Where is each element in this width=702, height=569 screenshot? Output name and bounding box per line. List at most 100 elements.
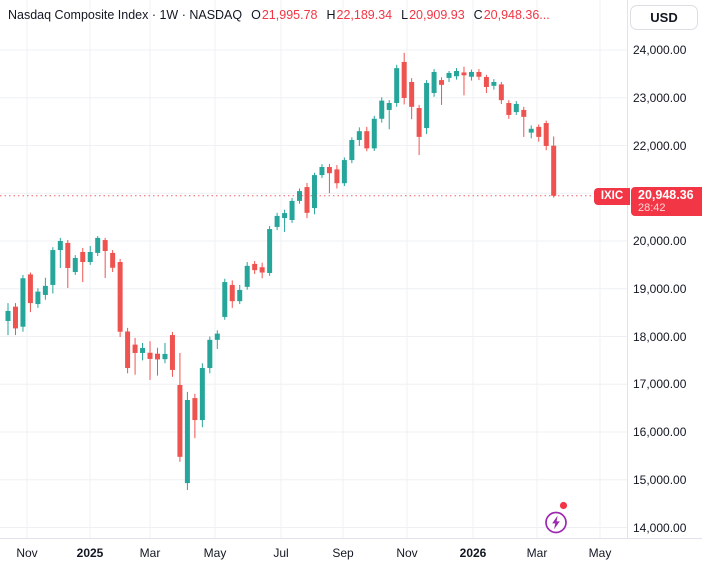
candle-body (80, 251, 86, 263)
candle-body (222, 282, 228, 317)
candles-layer (5, 52, 557, 491)
symbol-info-bar[interactable]: Nasdaq Composite Index · 1W · NASDAQ O21,… (8, 7, 550, 24)
candle-body (125, 331, 131, 369)
candle-body (229, 284, 235, 302)
last-price-value: 20,948.36 (638, 187, 694, 202)
candle-body (72, 257, 78, 273)
candle-body (140, 347, 146, 353)
candle-body (5, 310, 11, 321)
candle-body (207, 339, 213, 369)
candle-body (132, 344, 138, 353)
bar-countdown: 28:42 (638, 201, 666, 214)
price-scale-axis[interactable]: 24,000.00 23,000.00 22,000.00 20,000.00 19,0… (628, 0, 702, 538)
candle-body (20, 278, 26, 327)
candle-body (401, 61, 407, 98)
candle-body (12, 306, 18, 329)
lightning-bolt-icon (545, 501, 568, 534)
candle-body (177, 384, 183, 457)
candle-body (304, 187, 310, 213)
ohlc-item-c: C20,948.36... (474, 8, 550, 22)
candle-body (57, 241, 63, 251)
candle-body (252, 263, 258, 271)
candle-body (274, 215, 280, 227)
candle-body (349, 140, 355, 161)
candle-body (147, 352, 153, 359)
candle-body (50, 250, 56, 285)
candle-body (498, 84, 504, 101)
candlestick-chart (0, 0, 627, 538)
candle-body (192, 398, 198, 421)
quick-actions-button[interactable] (542, 500, 572, 536)
candle-body (386, 103, 392, 110)
candle-body (431, 71, 437, 93)
candle-body (334, 169, 340, 184)
candle-body (319, 166, 325, 176)
candle-body (289, 200, 295, 220)
time-axis-month-label: Mar (139, 546, 161, 560)
price-scale-separator (627, 0, 628, 569)
price-line-symbol-badge: IXIC (594, 187, 630, 205)
ohlc-letter: L (401, 8, 409, 22)
price-axis-label: 23,000.00 (633, 90, 687, 105)
price-axis-label: 15,000.00 (633, 472, 687, 487)
candle-body (259, 267, 265, 273)
candle-body (341, 160, 347, 184)
price-axis-label: 24,000.00 (633, 43, 687, 57)
price-axis-label: 16,000.00 (633, 425, 687, 439)
time-scale-axis[interactable]: Nov 2025 Mar May Jul Sep Nov 2026 Mar May (0, 539, 702, 569)
candle-body (311, 175, 317, 209)
candle-body (102, 240, 108, 252)
candle-body (95, 237, 101, 253)
price-axis-label: 17,000.00 (633, 377, 687, 392)
ohlc-value: 21,995.78 (261, 8, 318, 22)
candle-body (237, 289, 243, 302)
ohlc-letter: H (326, 8, 336, 22)
ohlc-item-h: H22,189.34 (326, 8, 392, 22)
candle-body (491, 81, 497, 86)
time-scale-separator (0, 538, 702, 539)
ohlc-item-l: L20,909.93 (401, 8, 465, 22)
candle-body (65, 242, 71, 268)
candle-body (162, 353, 168, 360)
candle-body (27, 274, 33, 304)
chart-pane[interactable]: Nasdaq Composite Index · 1W · NASDAQ O21,… (0, 0, 630, 538)
candle-body (409, 81, 415, 107)
candle-body (468, 71, 474, 77)
price-axis-label: 19,000.00 (633, 281, 687, 296)
candle-body (326, 166, 332, 174)
candle-body (199, 368, 205, 421)
candle-body (446, 72, 452, 78)
candle-body (513, 103, 519, 113)
candle-body (371, 118, 377, 149)
candle-body (214, 333, 220, 340)
candle-body (244, 265, 250, 287)
ohlc-value: 20,909.93 (409, 8, 465, 22)
candle-body (461, 72, 467, 76)
candle-body (117, 262, 123, 332)
candle-body (297, 191, 303, 201)
candle-body (155, 353, 160, 360)
ohlc-item-o: O21,995.78 (251, 8, 317, 22)
candle-body (424, 82, 430, 129)
candle-body (110, 252, 116, 268)
candle-body (528, 128, 534, 133)
price-axis-label: 14,000.00 (633, 520, 687, 535)
ohlc-value: 20,948.36... (483, 8, 550, 22)
candle-body (521, 109, 527, 117)
ohlc-value: 22,189.34 (336, 8, 393, 22)
time-axis-year-label: 2026 (459, 546, 487, 560)
currency-button[interactable]: USD (630, 5, 698, 30)
time-axis-year-label: 2025 (76, 546, 104, 560)
candle-body (506, 103, 512, 115)
time-axis-month-label: Nov (16, 546, 38, 560)
time-axis-month-label: May (203, 546, 227, 560)
time-axis-month-label: Jul (273, 546, 289, 560)
price-axis-label: 18,000.00 (633, 329, 687, 344)
last-price-badge: 20,948.36 28:42 (631, 186, 702, 216)
ohlc-letter: O (251, 8, 261, 22)
candle-body (356, 131, 362, 141)
candle-body (282, 213, 288, 219)
ohlc-letter: C (473, 8, 483, 22)
candle-body (551, 145, 557, 196)
time-axis-month-label: May (588, 546, 612, 560)
